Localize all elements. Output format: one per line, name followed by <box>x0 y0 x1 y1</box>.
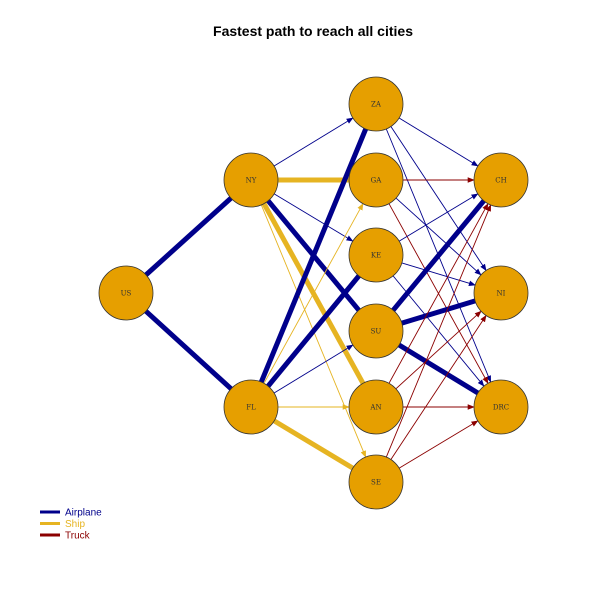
node-circle <box>348 454 404 510</box>
edge-su-drc <box>397 342 480 396</box>
node-an: AN <box>348 379 404 435</box>
edge-ke-ch <box>398 193 479 242</box>
edge-fl-se <box>272 418 355 471</box>
edge-an-ch <box>388 203 489 384</box>
node-circle <box>348 379 404 435</box>
node-circle <box>223 379 279 435</box>
node-ga: GA <box>348 152 404 208</box>
node-label: NI <box>497 290 506 298</box>
edge-us-ny <box>144 196 233 277</box>
edge-se-ni <box>390 314 487 460</box>
legend-item-truck: Truck <box>40 531 91 542</box>
node-ch: CH <box>473 152 529 208</box>
edge-fl-su <box>273 344 354 394</box>
nodes-layer: US NY FL ZA GA KE SU AN SE CH NI DRC <box>98 76 529 510</box>
edge-us-fl <box>144 309 233 391</box>
node-ny: NY <box>223 152 279 208</box>
node-label: SU <box>371 328 382 336</box>
edge-se-ch <box>385 204 492 458</box>
node-label: FL <box>246 404 256 412</box>
node-circle <box>348 227 404 283</box>
edge-fl-za <box>258 128 369 383</box>
legend-label: Airplane <box>65 508 102 519</box>
edges-layer <box>144 117 492 471</box>
edge-su-ch <box>391 199 486 312</box>
node-label: DRC <box>493 404 509 412</box>
legend-item-airplane: Airplane <box>40 508 102 519</box>
node-circle <box>473 265 529 321</box>
node-circle <box>473 379 529 435</box>
node-ni: NI <box>473 265 529 321</box>
edge-ny-ke <box>273 193 354 242</box>
node-label: GA <box>371 177 383 185</box>
node-fl: FL <box>223 379 279 435</box>
node-label: US <box>121 290 132 298</box>
edge-se-drc <box>398 420 479 469</box>
node-label: AN <box>369 404 381 412</box>
node-circle <box>473 152 529 208</box>
node-label: NY <box>246 177 257 185</box>
node-su: SU <box>348 303 404 359</box>
edge-su-ni <box>401 298 476 326</box>
node-se: SE <box>348 454 404 510</box>
node-circle <box>348 152 404 208</box>
node-circle <box>348 303 404 359</box>
legend-label: Truck <box>65 531 91 542</box>
node-label: CH <box>495 177 506 185</box>
node-us: US <box>98 265 154 321</box>
node-label: ZA <box>371 101 382 109</box>
edge-ke-ni <box>401 262 476 286</box>
diagram-title: Fastest path to reach all cities <box>213 23 413 39</box>
edge-za-ni <box>390 126 487 272</box>
edge-za-ch <box>398 117 479 167</box>
node-label: KE <box>371 252 381 260</box>
edge-ny-za <box>273 117 354 167</box>
node-drc: DRC <box>473 379 529 435</box>
legend-item-ship: Ship <box>40 519 85 530</box>
edge-fl-ga <box>263 203 364 384</box>
node-circle <box>98 265 154 321</box>
node-label: SE <box>371 479 381 487</box>
node-za: ZA <box>348 76 404 132</box>
node-circle <box>223 152 279 208</box>
edge-an-ni <box>395 310 482 390</box>
legend-label: Ship <box>65 519 85 530</box>
node-ke: KE <box>348 227 404 283</box>
node-circle <box>348 76 404 132</box>
edge-fl-ke <box>266 274 361 388</box>
